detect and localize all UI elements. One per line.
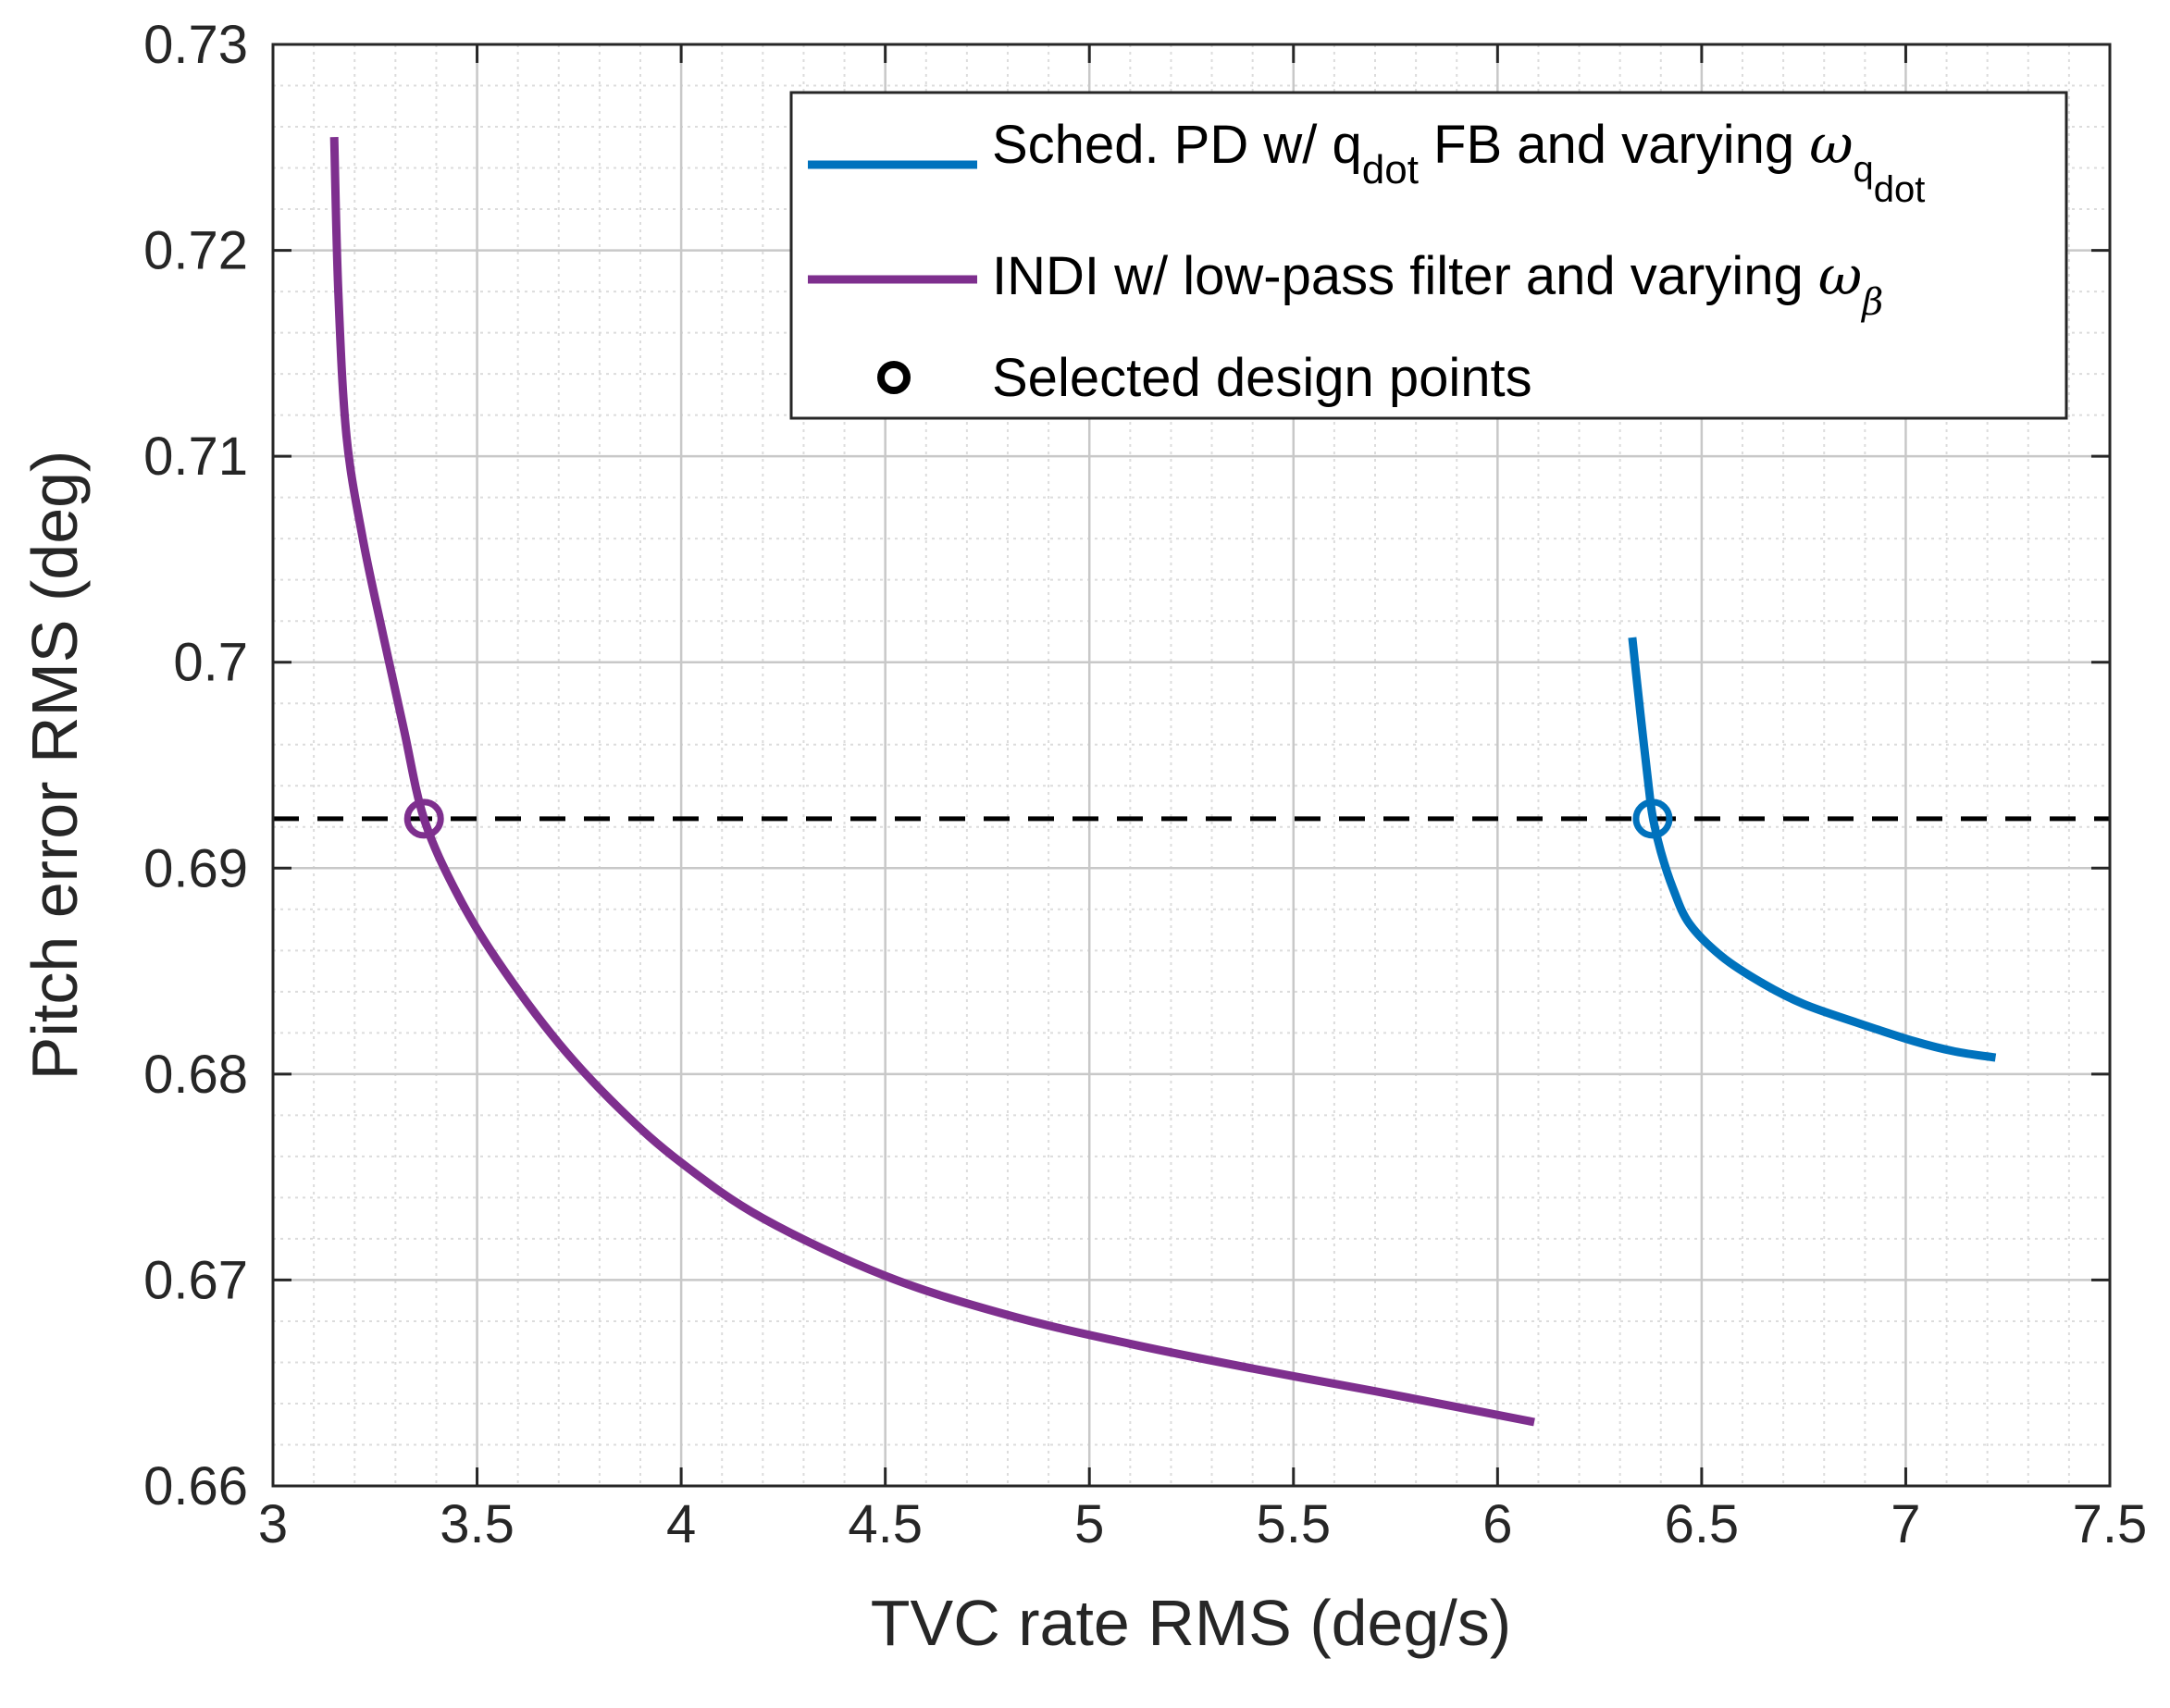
legend-pd-main: Sched. PD w/ q	[992, 115, 1362, 175]
legend-pd-omega: ω	[1809, 113, 1853, 176]
legend-pd-sub: dot	[1362, 147, 1419, 192]
axis-ticks	[271, 43, 2112, 1488]
y-tick-label: 0.69	[143, 838, 248, 898]
legend-design-point-marker	[877, 361, 911, 394]
x-tick-label: 5	[1074, 1494, 1104, 1554]
legend-pd-omega-sub: q	[1854, 149, 1874, 190]
legend-pd-omega-subsub: dot	[1874, 169, 1926, 210]
indi-design-point-marker	[403, 798, 444, 839]
legend-points-label: Selected design points	[992, 348, 1532, 408]
y-tick-label: 0.72	[143, 221, 248, 281]
x-tick-labels: 3 3.5 4 4.5 5 5.5 6 6.5 7 7.5	[258, 1494, 2147, 1554]
legend-box	[789, 91, 2068, 420]
x-tick-label: 3	[258, 1494, 288, 1554]
x-tick-label: 4	[666, 1494, 696, 1554]
legend: Sched. PD w/ qdot FB and varying ωqdot I…	[789, 91, 2068, 420]
pd-series-line	[1628, 637, 1997, 1062]
x-tick-label: 3.5	[440, 1494, 515, 1554]
x-tick-label: 4.5	[848, 1494, 923, 1554]
legend-pd-rest: FB and varying	[1419, 115, 1809, 175]
x-tick-label: 6	[1482, 1494, 1512, 1554]
y-tick-label: 0.68	[143, 1045, 248, 1105]
x-tick-label: 5.5	[1256, 1494, 1331, 1554]
y-tick-label: 0.67	[143, 1250, 248, 1310]
x-axis-title: TVC rate RMS (deg/s)	[871, 1587, 1511, 1659]
pd-design-point-marker	[1632, 798, 1673, 839]
y-axis-title: Pitch error RMS (deg)	[19, 451, 91, 1081]
y-tick-label: 0.7	[173, 633, 248, 693]
y-tick-labels: 0.66 0.67 0.68 0.69 0.7 0.71 0.72 0.73	[143, 15, 248, 1516]
indi-series-line	[329, 137, 1535, 1427]
legend-indi-omega-sub: β	[1860, 281, 1883, 324]
x-tick-label: 7	[1891, 1494, 1920, 1554]
axes-box	[271, 43, 2112, 1488]
legend-pd-label: Sched. PD w/ qdot FB and varying ωqdot	[992, 113, 1925, 210]
legend-indi-label: INDI w/ low-pass filter and varying ωβ	[992, 244, 1883, 324]
y-tick-label: 0.71	[143, 427, 248, 487]
minor-grid	[273, 44, 2110, 1486]
x-tick-label: 7.5	[2073, 1494, 2148, 1554]
y-tick-label: 0.66	[143, 1456, 248, 1516]
y-tick-label: 0.73	[143, 15, 248, 75]
x-tick-label: 6.5	[1665, 1494, 1740, 1554]
legend-indi-main: INDI w/ low-pass filter and varying	[992, 246, 1818, 306]
legend-indi-omega: ω	[1818, 244, 1862, 307]
